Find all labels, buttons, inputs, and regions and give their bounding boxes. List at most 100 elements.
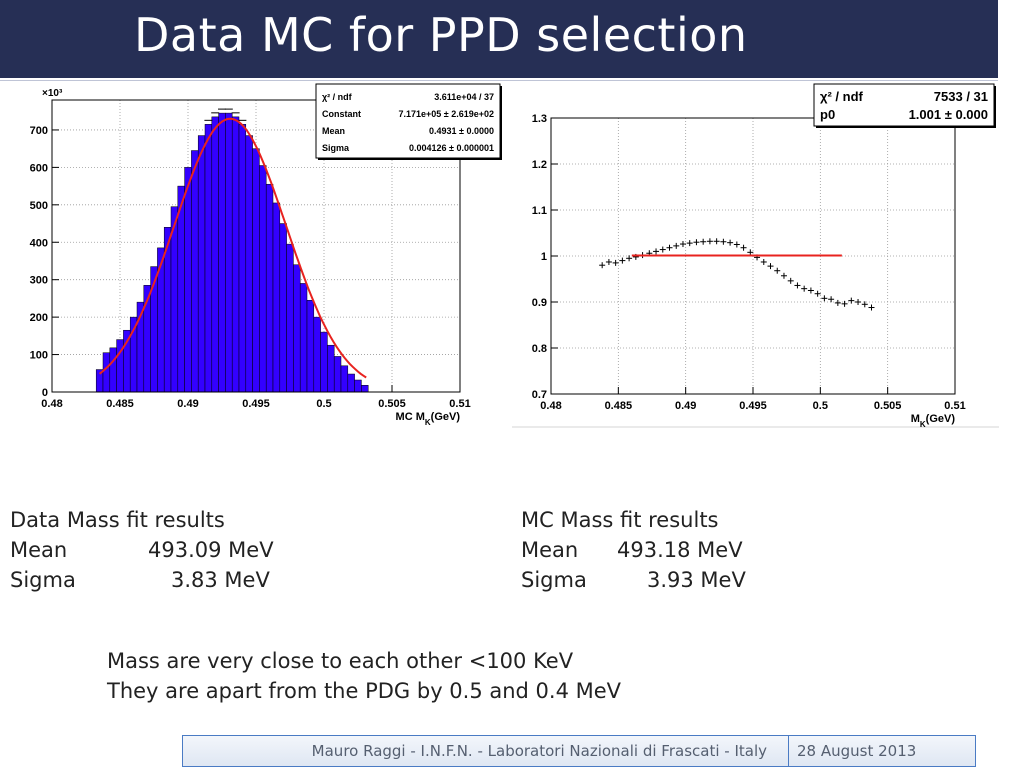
hist-x-tick-label: 0.5 [316, 398, 331, 410]
hist-y-tick-label: 200 [30, 312, 48, 324]
footer-divider [788, 736, 789, 766]
ratio-y-tick-label: 1.2 [532, 159, 547, 171]
histogram-bar [102, 352, 111, 393]
mc-mean-label: Mean [521, 538, 579, 562]
ratio-point [868, 304, 875, 311]
histogram-bar [197, 135, 206, 393]
histogram-bar [204, 124, 213, 393]
histogram-bar [218, 112, 226, 393]
hist-x-tick-label: 0.51 [449, 398, 470, 410]
data-mean-label: Mean [10, 538, 68, 562]
hist-stats-label: Mean [322, 126, 345, 136]
ratio-point [733, 241, 740, 248]
ratio-canvas: 0.48 0.485 0.49 0.495 0.5 0.505 0.51 0.7 0.8 0.9 1… [512, 83, 999, 429]
footer-date: 28 August 2013 [797, 742, 917, 760]
ratio-point [828, 296, 835, 303]
histogram-bar [333, 356, 342, 393]
title-divider [0, 80, 998, 81]
hist-x-axis-label: MC MK(GeV) [396, 411, 461, 427]
mc-results-heading: MC Mass fit results [521, 508, 719, 532]
histogram-bar [272, 202, 281, 393]
histogram-bar [361, 385, 369, 393]
hist-y-tick-label: 300 [30, 275, 48, 287]
histogram-bar [225, 112, 233, 393]
ratio-point [653, 248, 660, 255]
ratio-point [787, 277, 794, 284]
data-results-heading: Data Mass fit results [10, 508, 225, 532]
ratio-point [666, 244, 673, 251]
histogram-bar [306, 300, 315, 393]
ratio-frame [550, 117, 956, 395]
note-line-2: They are apart from the PDG by 0.5 and 0… [107, 679, 622, 703]
histogram-bar [327, 344, 335, 393]
data-mean-value: 493.09 MeV [148, 538, 274, 562]
data-mass-histogram: 0.48 0.485 0.49 0.495 0.5 0.505 0.51 0 100 200 300… [10, 82, 505, 427]
histogram-bar [245, 135, 253, 393]
ratio-point [720, 238, 727, 245]
ratio-point [821, 295, 828, 302]
ratio-stats-value: 7533 / 31 [934, 89, 988, 104]
ratio-x-tick-label: 0.51 [944, 400, 965, 412]
ratio-point [848, 297, 855, 304]
hist-stats-box [315, 83, 501, 159]
ratio-point [834, 299, 841, 306]
ratio-point [861, 301, 868, 308]
data-sigma-label: Sigma [10, 568, 76, 592]
ratio-stats-label: χ² / ndf [820, 89, 864, 104]
ratio-stats-box [813, 83, 995, 127]
ratio-point [686, 240, 693, 247]
histogram-bar [279, 223, 287, 393]
histogram-bar [293, 264, 301, 393]
ratio-y-tick-label: 0.9 [532, 297, 547, 309]
ratio-y-tick-label: 0.8 [532, 343, 547, 355]
note-line-1: Mass are very close to each other <100 K… [107, 649, 574, 673]
hist-y-tick-label: 0 [42, 387, 48, 399]
ratio-point [713, 238, 720, 245]
hist-stats-value: 7.171e+05 ± 2.619e+02 [398, 109, 494, 119]
hist-y-multiplier: ×10³ [42, 88, 63, 99]
histogram-canvas: 0.48 0.485 0.49 0.495 0.5 0.505 0.51 0 100 200 300… [30, 83, 502, 427]
histogram-bar [211, 116, 219, 393]
histogram-bar [347, 373, 355, 393]
ratio-point [626, 255, 633, 262]
histogram-bar [265, 183, 274, 393]
histogram-bar [259, 165, 267, 393]
histogram-bar [313, 316, 321, 393]
ratio-point [760, 258, 767, 265]
ratio-point [747, 249, 754, 256]
ratio-point [673, 242, 680, 249]
histogram-bar [340, 365, 349, 393]
ratio-point [841, 300, 848, 307]
slide-title: Data MC for PPD selection [134, 8, 748, 62]
data-mc-ratio-plot: 0.48 0.485 0.49 0.495 0.5 0.505 0.51 0.7 0.8 0.9 1… [512, 82, 999, 430]
ratio-x-tick-label: 0.505 [874, 400, 902, 412]
hist-stats-value: 0.004126 ± 0.000001 [409, 143, 494, 153]
hist-x-tick-label: 0.48 [41, 398, 62, 410]
ratio-x-tick-label: 0.48 [540, 400, 561, 412]
hist-y-tick-label: 400 [30, 237, 48, 249]
ratio-x-tick-label: 0.5 [813, 400, 828, 412]
hist-x-tick-label: 0.505 [378, 398, 406, 410]
ratio-point [599, 262, 606, 269]
ratio-point [767, 263, 774, 270]
ratio-x-tick-label: 0.495 [739, 400, 767, 412]
hist-frame [51, 99, 461, 393]
histogram-bar [286, 243, 294, 393]
histogram-bar [238, 124, 247, 393]
ratio-point [794, 282, 801, 289]
histogram-bar [184, 167, 192, 393]
histogram-bar [191, 150, 199, 393]
hist-x-tick-label: 0.495 [242, 398, 270, 410]
ratio-x-tick-label: 0.485 [605, 400, 633, 412]
ratio-point [807, 287, 814, 294]
histogram-bar [354, 379, 362, 393]
ratio-point [740, 244, 747, 251]
ratio-point [612, 259, 619, 266]
hist-stats-value: 3.611e+04 / 37 [434, 92, 494, 102]
ratio-point [659, 246, 666, 253]
ratio-stats-label: p0 [820, 107, 835, 122]
ratio-stats-value: 1.001 ± 0.000 [909, 107, 988, 122]
footer-author: Mauro Raggi - I.N.F.N. - Laboratori Nazi… [311, 742, 767, 760]
hist-x-tick-label: 0.49 [177, 398, 198, 410]
mc-sigma-value: 3.93 MeV [647, 568, 746, 592]
